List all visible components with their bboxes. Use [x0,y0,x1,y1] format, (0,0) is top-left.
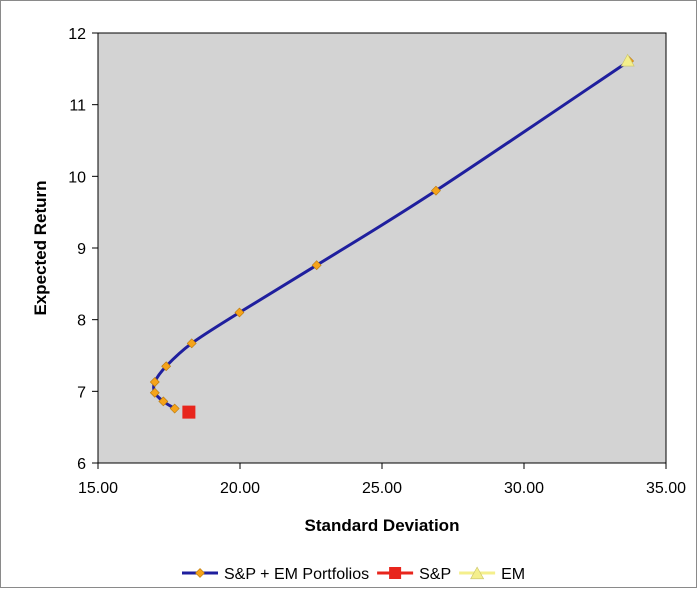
portfolio-point [186,338,197,349]
y-tick-label: 9 [77,241,86,258]
y-tick-label: 7 [77,384,86,401]
y-axis: 6 7 8 9 10 11 12 [68,26,98,473]
portfolio-point [149,377,160,387]
x-axis-title: Standard Deviation [305,516,460,535]
y-axis-title: Expected Return [31,180,50,315]
y-tick-label: 11 [69,98,86,115]
legend-label: S&P + EM Portfolios [224,566,369,583]
legend-swatch-marker [470,566,485,580]
x-tick-label: 15.00 [78,480,118,497]
y-tick-label: 10 [68,169,86,186]
x-tick-label: 20.00 [220,480,260,497]
x-tick-label: 35.00 [646,480,686,497]
portfolio-point [431,185,441,196]
series-layer [149,53,635,419]
y-tick-label: 6 [77,456,86,473]
x-tick-label: 30.00 [504,480,544,497]
legend: S&P + EM Portfolios S&P EM [182,566,525,583]
legend-label: S&P [419,566,451,583]
legend-label: EM [501,566,525,583]
y-tick-label: 12 [68,26,86,43]
x-axis: 15.00 20.00 25.00 30.00 35.00 [78,463,686,497]
portfolio-point [234,307,245,318]
y-tick-label: 8 [77,313,86,330]
legend-swatch-marker [195,568,205,578]
portfolio-point [169,403,180,414]
legend-swatch-marker [389,567,402,579]
plot-area [97,32,667,464]
portfolio-point [158,396,169,407]
portfolio-point [149,387,160,398]
portfolio-point [161,361,172,372]
portfolio-point [311,260,322,271]
sp-point [182,405,196,419]
x-tick-label: 25.00 [362,480,402,497]
em-point [620,53,635,67]
